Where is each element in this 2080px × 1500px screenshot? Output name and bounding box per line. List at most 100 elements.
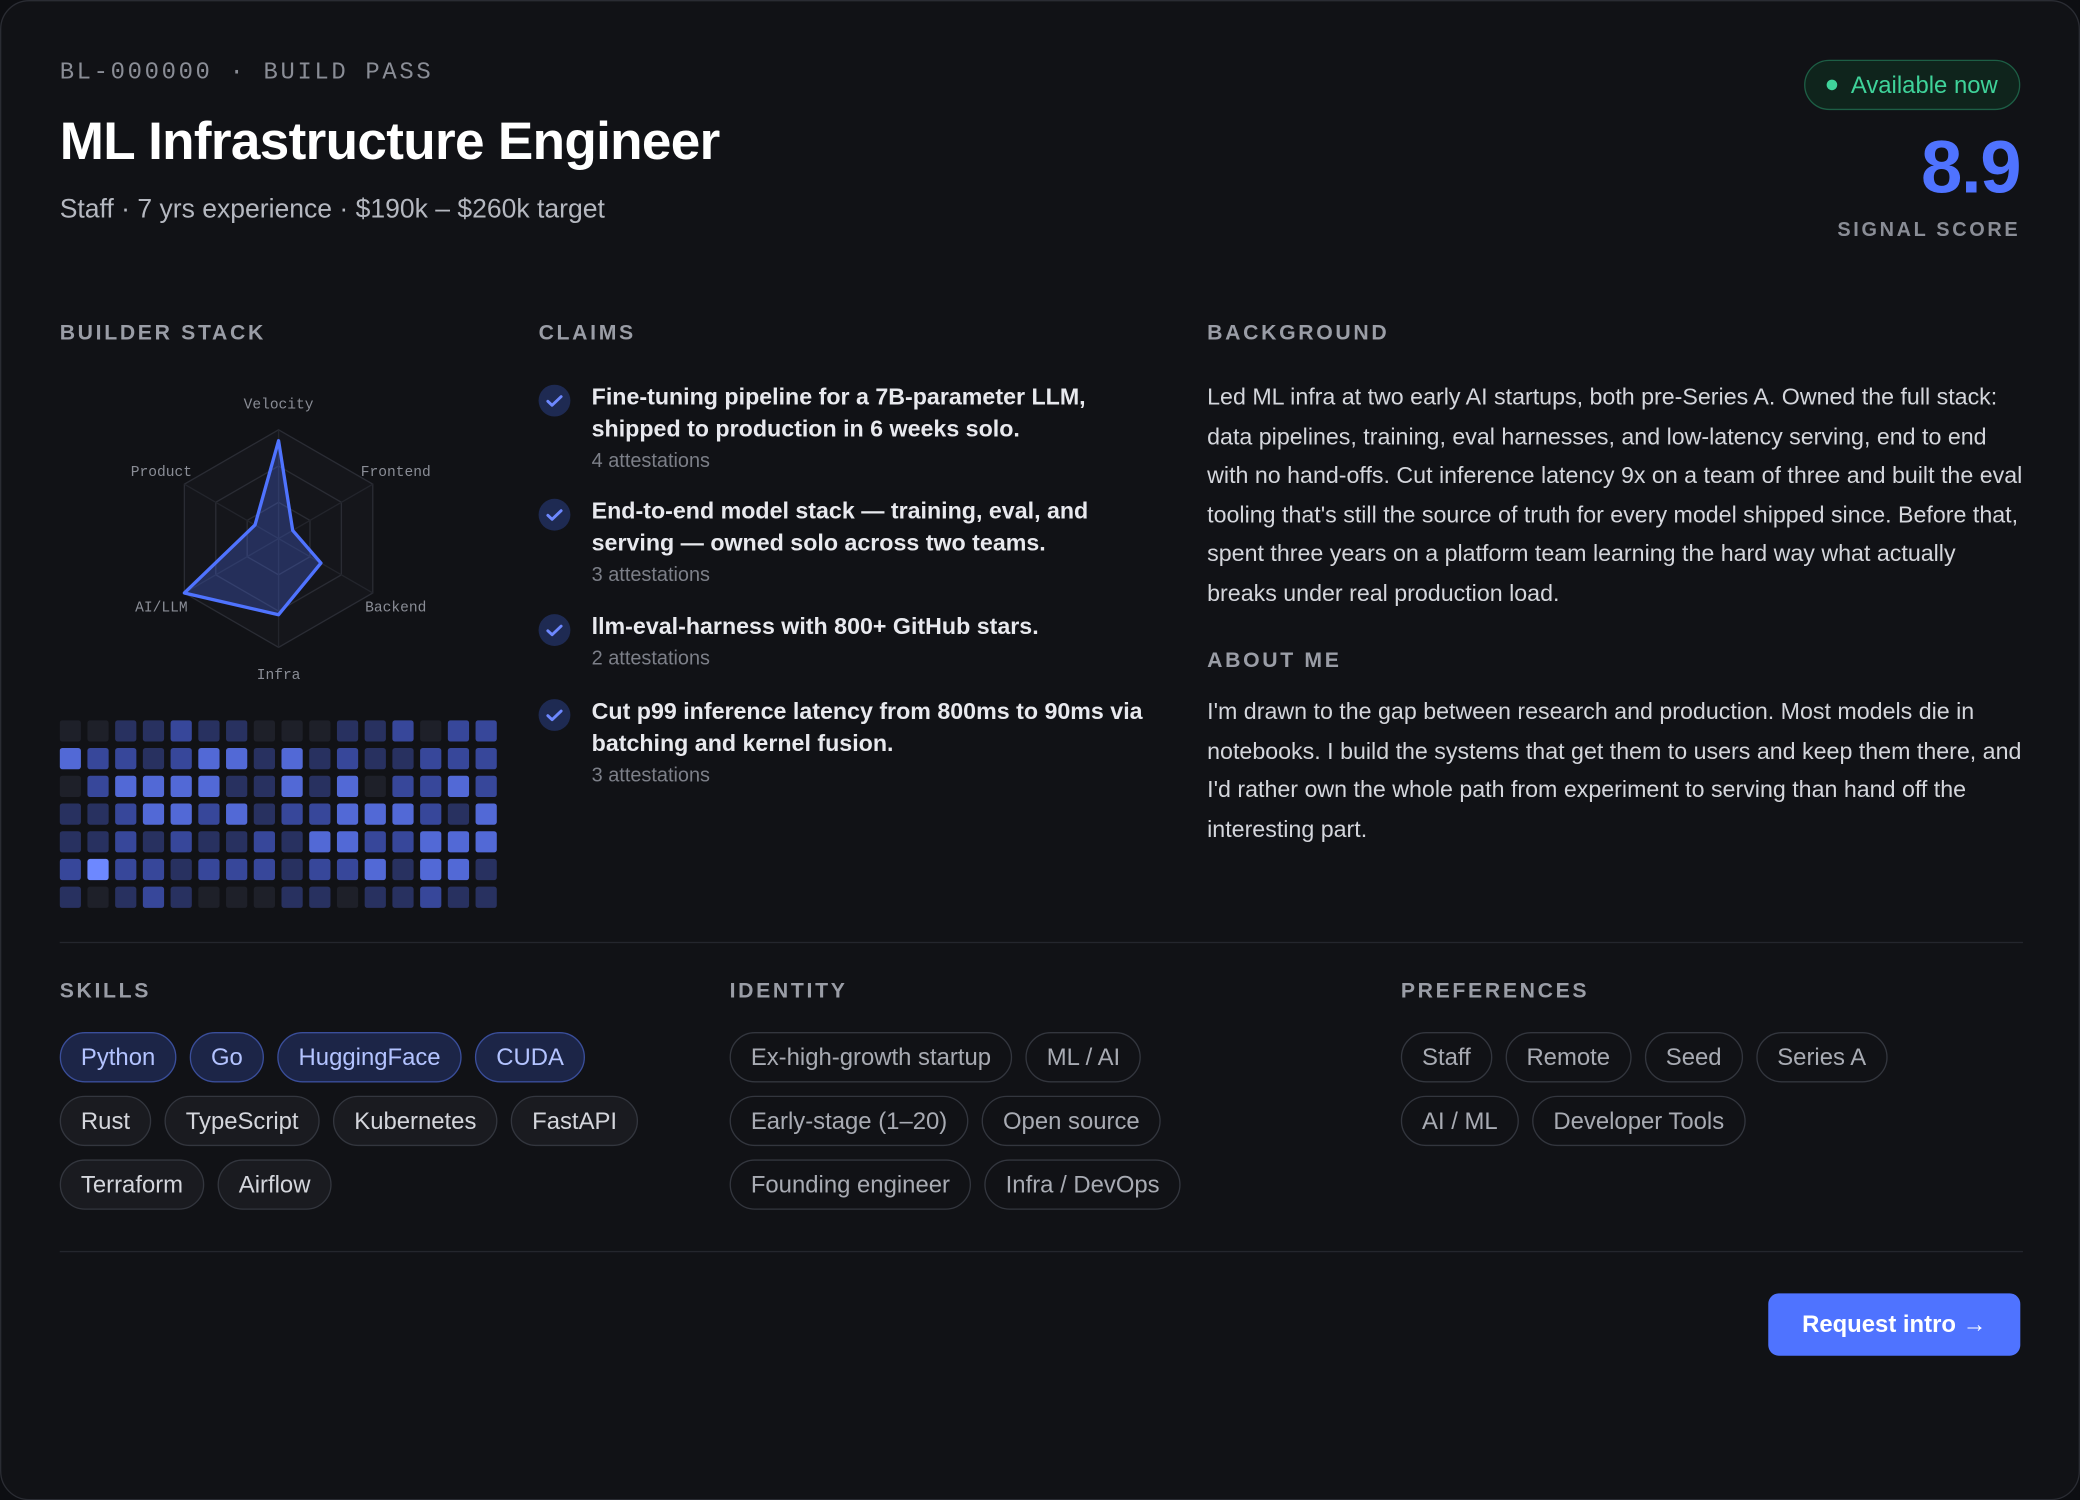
activity-cell: [281, 720, 303, 742]
check-mark: [546, 395, 563, 407]
activity-cell: [253, 886, 275, 908]
activity-cell: [198, 803, 220, 825]
activity-cell: [281, 775, 303, 797]
activity-cell: [115, 886, 137, 908]
tag: Go: [189, 1032, 265, 1083]
radar-axis-label: Velocity: [244, 398, 314, 414]
claim: llm-eval-harness with 800+ GitHub stars.…: [538, 610, 1149, 670]
activity-cell: [364, 803, 386, 825]
activity-cell: [364, 858, 386, 881]
activity-cell: [170, 803, 192, 825]
request-intro-button[interactable]: Request intro →: [1768, 1293, 2021, 1356]
activity-cell: [447, 803, 470, 825]
activity-cell: [115, 831, 137, 853]
tag: Early-stage (1–20): [729, 1095, 969, 1147]
activity-cell: [420, 886, 442, 908]
activity-cell: [142, 886, 165, 908]
radar-axis-label: Product: [131, 465, 192, 481]
activity-cell: [309, 886, 331, 908]
activity-cell: [281, 831, 303, 853]
activity-cell: [447, 886, 470, 908]
tag: Remote: [1505, 1032, 1632, 1083]
activity-cell: [226, 775, 248, 797]
tag: Infra / DevOps: [984, 1159, 1181, 1210]
activity-cell: [447, 831, 470, 853]
activity-cell: [198, 858, 220, 881]
divider: [59, 941, 2023, 944]
activity-cell: [309, 748, 331, 770]
activity-cell: [475, 720, 497, 742]
score-label: SIGNAL SCORE: [1837, 218, 2021, 242]
activity-cell: [115, 858, 137, 881]
activity-cell: [281, 858, 303, 881]
claim-attestations: 4 attestations: [591, 449, 711, 473]
activity-cell: [115, 748, 137, 770]
activity-cell: [198, 720, 220, 742]
activity-cell: [392, 858, 414, 881]
activity-cell: [336, 858, 359, 881]
tag: Ex-high-growth startup: [729, 1032, 1013, 1083]
section-heading: ABOUT ME: [1207, 649, 1342, 673]
activity-cell: [475, 748, 497, 770]
tag: Series A: [1756, 1032, 1888, 1083]
activity-cell: [115, 803, 137, 825]
activity-cell: [59, 858, 81, 881]
activity-cell: [170, 720, 192, 742]
activity-cell: [336, 831, 359, 853]
activity-cell: [420, 831, 442, 853]
preference-tags: Staff Remote Seed Series A AI / ML Developer …: [1400, 1032, 1932, 1147]
activity-cell: [198, 748, 220, 770]
activity-cell: [87, 775, 109, 797]
activity-cell: [87, 858, 109, 881]
claim: Fine-tuning pipeline for a 7B-parameter …: [538, 381, 1149, 473]
tag: HuggingFace: [277, 1032, 462, 1083]
tag: Developer Tools: [1532, 1095, 1746, 1147]
activity-cell: [364, 720, 386, 742]
activity-cell: [475, 775, 497, 797]
section-heading: IDENTITY: [729, 980, 848, 1003]
radar-chart: Velocity Frontend Backend Infra AI/LLM Produc…: [131, 398, 431, 685]
status-badge: Available now: [1804, 59, 2021, 111]
activity-cell: [59, 831, 81, 853]
activity-cell: [59, 886, 81, 908]
activity-cell: [447, 748, 470, 770]
tag: TypeScript: [164, 1095, 320, 1147]
activity-cell: [115, 775, 137, 797]
activity-cell: [392, 886, 414, 908]
activity-cell: [364, 748, 386, 770]
activity-cell: [59, 803, 81, 825]
check-mark: [546, 624, 563, 637]
radar-spoke: [278, 483, 374, 540]
divider: [59, 1250, 2023, 1253]
activity-cell: [59, 775, 81, 797]
activity-cell: [475, 886, 497, 908]
activity-cell: [170, 886, 192, 908]
tag: AI / ML: [1400, 1095, 1519, 1147]
claim-text: End-to-end model stack — training, eval,…: [591, 497, 1089, 556]
activity-cell: [142, 858, 165, 881]
activity-cell: [281, 748, 303, 770]
radar-spoke: [184, 483, 279, 540]
activity-cell: [226, 858, 248, 881]
claim-text: Fine-tuning pipeline for a 7B-parameter …: [591, 383, 1086, 442]
activity-cell: [253, 720, 275, 742]
activity-cell: [475, 831, 497, 853]
activity-cell: [392, 775, 414, 797]
claim: End-to-end model stack — training, eval,…: [538, 495, 1149, 587]
claim: Cut p99 inference latency from 800ms to …: [538, 695, 1149, 787]
activity-cell: [226, 803, 248, 825]
check-icon: [538, 384, 571, 417]
activity-cell: [364, 886, 386, 908]
activity-cell: [392, 720, 414, 742]
activity-cell: [447, 720, 470, 742]
title: ML Infrastructure Engineer: [59, 112, 721, 172]
activity-cell: [392, 831, 414, 853]
activity-cell: [364, 831, 386, 853]
activity-cell: [253, 858, 275, 881]
activity-cell: [87, 803, 109, 825]
activity-cell: [59, 720, 81, 742]
check-path: [546, 709, 563, 722]
claim-attestations: 3 attestations: [591, 563, 711, 587]
